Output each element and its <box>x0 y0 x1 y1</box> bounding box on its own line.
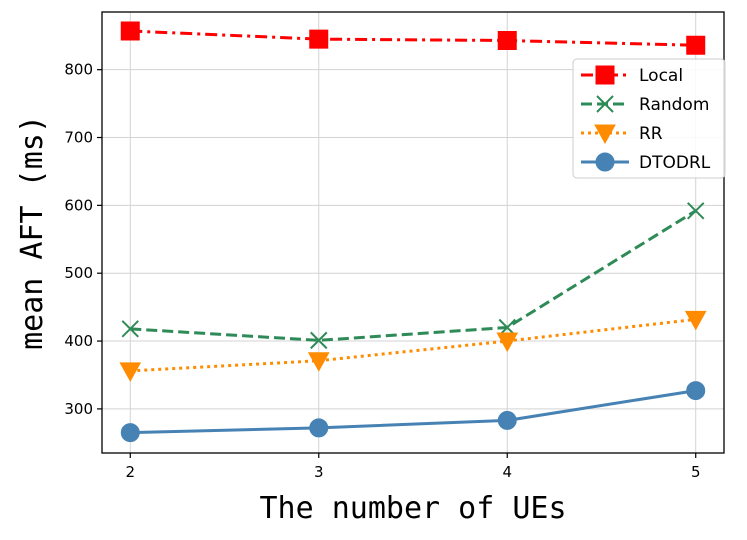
legend: Local Random RR DTODRL <box>572 58 726 179</box>
data-point-local <box>309 29 329 49</box>
x-tick-label: 3 <box>314 463 324 481</box>
series-local <box>120 21 706 55</box>
data-point-rr <box>496 332 519 353</box>
data-point-dtodrl <box>120 423 140 443</box>
plot-frame <box>101 11 725 454</box>
data-point-dtodrl <box>686 381 706 401</box>
series-line-dtodrl <box>130 389 696 435</box>
series-layer <box>119 21 707 443</box>
legend-marker-local <box>595 65 615 85</box>
legend-label-dtodrl: DTODRL <box>639 153 711 173</box>
series-rr <box>119 310 707 382</box>
x-tick-label: 4 <box>502 463 512 481</box>
data-point-dtodrl <box>309 418 329 438</box>
legend-label-rr: RR <box>639 124 663 144</box>
data-point-rr <box>119 362 142 382</box>
legend-label-random: Random <box>639 95 709 115</box>
series-line-local <box>130 29 696 47</box>
series-random <box>121 202 705 350</box>
y-tick-label: 700 <box>64 129 93 147</box>
data-point-local <box>686 35 706 55</box>
y-tick-label: 400 <box>64 332 93 350</box>
data-point-local <box>497 30 517 50</box>
y-tick-label: 800 <box>64 61 93 79</box>
x-axis-label: The number of UEs <box>259 491 566 526</box>
axis-ticks: 2 3 4 5 300 400 500 600 700 800 <box>64 61 700 481</box>
legend-box <box>572 58 726 179</box>
data-point-dtodrl <box>497 410 517 430</box>
legend-marker-random <box>596 95 614 113</box>
series-dtodrl <box>120 381 706 443</box>
data-point-local <box>120 21 140 41</box>
x-tick-label: 5 <box>691 463 701 481</box>
y-tick-label: 500 <box>64 264 93 282</box>
series-line-random <box>130 209 697 342</box>
series-line-rr <box>130 317 696 373</box>
x-tick-label: 2 <box>125 463 135 481</box>
data-point-random <box>310 331 328 350</box>
data-point-random <box>121 320 139 338</box>
legend-marker-dtodrl <box>595 152 615 172</box>
data-point-random <box>687 202 705 220</box>
y-axis-label: mean AFT (ms) <box>15 115 50 350</box>
legend-label-local: Local <box>639 66 683 86</box>
data-point-rr <box>307 352 330 372</box>
legend-marker-rr <box>594 124 616 145</box>
y-tick-label: 300 <box>64 400 93 418</box>
data-point-rr <box>684 310 707 331</box>
y-tick-label: 600 <box>64 196 93 214</box>
